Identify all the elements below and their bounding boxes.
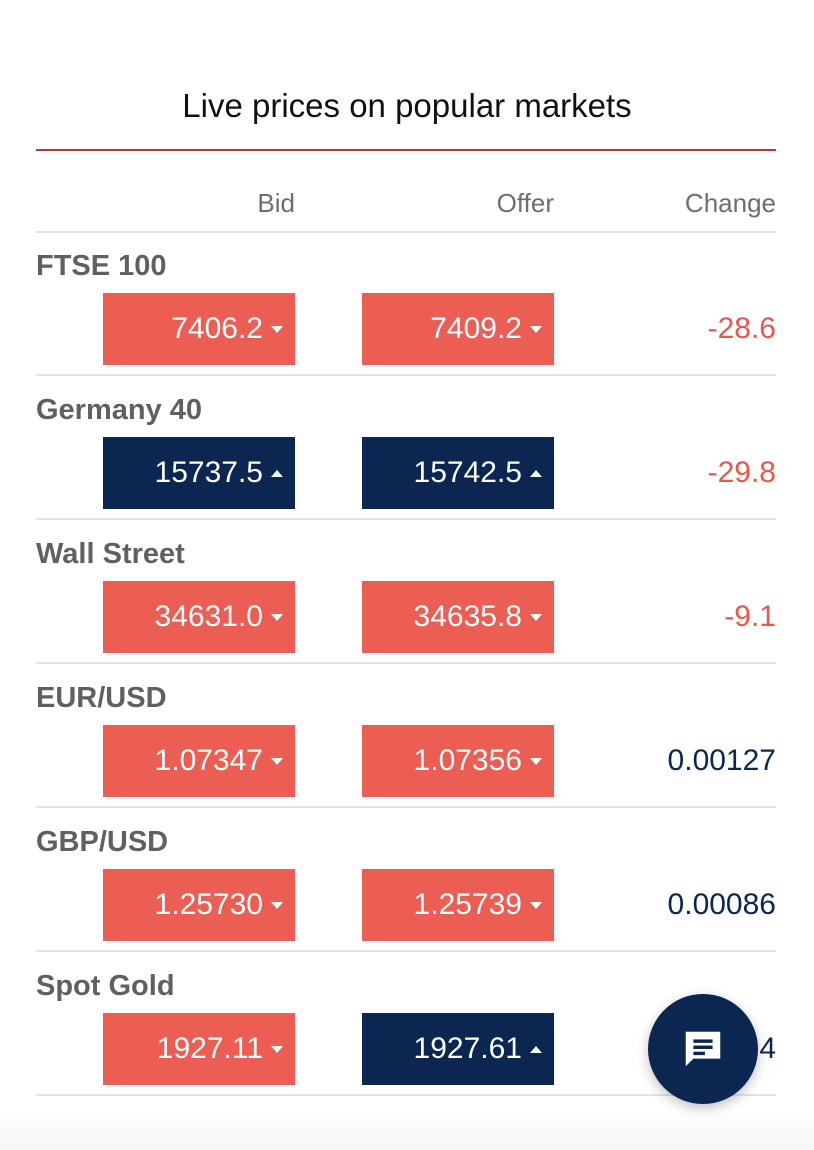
up-arrow-icon xyxy=(530,1045,542,1053)
market-row-ftse-100: FTSE 100 7406.2 7409.2 -28.6 xyxy=(0,232,814,376)
down-arrow-icon xyxy=(530,757,542,765)
offer-button[interactable]: 34635.8 xyxy=(362,581,554,653)
row-divider xyxy=(36,374,776,376)
market-row-wall-street: Wall Street 34631.0 34635.8 -9.1 xyxy=(0,520,814,664)
market-name[interactable]: Spot Gold xyxy=(36,970,175,1002)
offer-button[interactable]: 1.07356 xyxy=(362,725,554,797)
row-divider xyxy=(36,950,776,952)
bid-price: 7406.2 xyxy=(171,312,263,345)
down-arrow-icon xyxy=(271,757,283,765)
bid-button[interactable]: 7406.2 xyxy=(103,293,295,365)
offer-price: 1.07356 xyxy=(413,744,522,777)
market-row-spot-gold: Spot Gold 1927.11 1927.61 4 xyxy=(0,952,814,1096)
bid-price: 34631.0 xyxy=(154,600,263,633)
change-value: -9.1 xyxy=(724,600,776,633)
change-value: -29.8 xyxy=(707,456,776,489)
offer-button[interactable]: 1927.61 xyxy=(362,1013,554,1085)
market-name[interactable]: Wall Street xyxy=(36,538,185,570)
offer-button[interactable]: 7409.2 xyxy=(362,293,554,365)
market-row-eur-usd: EUR/USD 1.07347 1.07356 0.00127 xyxy=(0,664,814,808)
bid-button[interactable]: 1927.11 xyxy=(103,1013,295,1085)
offer-button[interactable]: 1.25739 xyxy=(362,869,554,941)
column-header-change: Change xyxy=(684,188,776,218)
market-name[interactable]: EUR/USD xyxy=(36,682,167,714)
column-header-offer: Offer xyxy=(496,188,554,218)
bid-button[interactable]: 34631.0 xyxy=(103,581,295,653)
down-arrow-icon xyxy=(530,901,542,909)
market-row-gbp-usd: GBP/USD 1.25730 1.25739 0.00086 xyxy=(0,808,814,952)
change-value: 4 xyxy=(759,1032,776,1065)
title-divider xyxy=(36,149,776,151)
change-value: 0.00127 xyxy=(667,744,776,777)
bid-price: 15737.5 xyxy=(154,456,263,489)
bid-price: 1.07347 xyxy=(154,744,263,777)
row-divider xyxy=(36,518,776,520)
change-value: -28.6 xyxy=(707,312,776,345)
bottom-fade xyxy=(0,1110,814,1150)
offer-price: 1927.61 xyxy=(413,1032,522,1065)
bid-button[interactable]: 1.07347 xyxy=(103,725,295,797)
row-divider xyxy=(36,662,776,664)
bid-price: 1.25730 xyxy=(154,888,263,921)
down-arrow-icon xyxy=(271,901,283,909)
chat-button[interactable] xyxy=(648,994,758,1104)
offer-price: 15742.5 xyxy=(413,456,522,489)
change-value: 0.00086 xyxy=(667,888,776,921)
down-arrow-icon xyxy=(271,325,283,333)
row-divider xyxy=(36,1094,776,1096)
offer-price: 7409.2 xyxy=(430,312,522,345)
bid-button[interactable]: 15737.5 xyxy=(103,437,295,509)
down-arrow-icon xyxy=(530,613,542,621)
page-title: Live prices on popular markets xyxy=(182,87,632,124)
up-arrow-icon xyxy=(271,469,283,477)
offer-price: 1.25739 xyxy=(413,888,522,921)
row-divider xyxy=(36,806,776,808)
down-arrow-icon xyxy=(271,1045,283,1053)
bid-button[interactable]: 1.25730 xyxy=(103,869,295,941)
market-name[interactable]: FTSE 100 xyxy=(36,250,167,282)
up-arrow-icon xyxy=(530,469,542,477)
market-row-germany-40: Germany 40 15737.5 15742.5 -29.8 xyxy=(0,376,814,520)
down-arrow-icon xyxy=(271,613,283,621)
market-name[interactable]: GBP/USD xyxy=(36,826,169,858)
column-header-bid: Bid xyxy=(257,188,295,218)
chat-icon xyxy=(685,1031,721,1067)
bid-price: 1927.11 xyxy=(156,1032,263,1065)
offer-button[interactable]: 15742.5 xyxy=(362,437,554,509)
offer-price: 34635.8 xyxy=(413,600,522,633)
down-arrow-icon xyxy=(530,325,542,333)
header-divider xyxy=(36,231,776,233)
market-name[interactable]: Germany 40 xyxy=(36,394,203,426)
